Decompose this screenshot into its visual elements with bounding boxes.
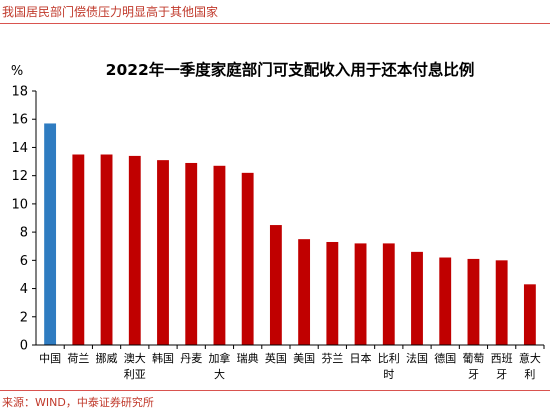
bar-1 xyxy=(44,123,57,345)
x-category-label: 瑞典 xyxy=(237,351,259,365)
bar-14 xyxy=(411,251,423,345)
y-tick-label: 6 xyxy=(20,254,28,269)
chart-title: 2022年一季度家庭部门可支配收入用于还本付息比例 xyxy=(106,60,475,79)
bar-15 xyxy=(439,257,452,345)
bar-13 xyxy=(382,243,395,345)
x-category-label: 芬兰 xyxy=(321,352,343,365)
bar-6 xyxy=(185,162,198,345)
x-category-label: 牙 xyxy=(496,368,507,381)
bar-12 xyxy=(354,243,367,345)
x-category-label: 牙 xyxy=(468,368,479,381)
header-divider xyxy=(0,23,550,24)
source-note: 来源：WIND，中泰证券研究所 xyxy=(2,396,154,409)
bar-16 xyxy=(467,258,480,345)
x-category-label: 中国 xyxy=(39,352,61,365)
bar-5 xyxy=(157,160,169,345)
x-category-label: 加拿 xyxy=(208,351,230,365)
x-category-label: 葡萄 xyxy=(462,352,484,365)
bar-11 xyxy=(326,241,339,345)
page-header: 我国居民部门偿债压力明显高于其他国家 xyxy=(2,5,219,19)
x-category-label: 利 xyxy=(524,368,535,381)
y-axis-ticks: 0 2 4 6 8 10 12 14 16 18 xyxy=(11,85,36,354)
x-category-label: 挪威 xyxy=(96,351,118,365)
y-tick-label: 14 xyxy=(11,141,28,156)
x-category-label: 德国 xyxy=(434,351,456,365)
x-category-label: 英国 xyxy=(265,351,287,365)
x-category-label: 法国 xyxy=(406,351,428,365)
x-category-label: 日本 xyxy=(350,351,372,365)
y-tick-label: 4 xyxy=(20,282,28,297)
bar-9 xyxy=(269,225,282,345)
x-category-label: 荷兰 xyxy=(67,352,89,365)
x-category-label: 利亚 xyxy=(124,368,146,381)
x-category-label: 美国 xyxy=(293,352,315,365)
bar-17 xyxy=(495,260,508,345)
bar-chart: 2022年一季度家庭部门可支配收入用于还本付息比例 % 0 2 4 6 8 10 12 14 1… xyxy=(11,60,545,381)
bars xyxy=(44,123,536,345)
footer-divider xyxy=(0,390,550,391)
y-tick-label: 10 xyxy=(11,197,28,212)
x-category-label: 韩国 xyxy=(152,351,174,365)
y-tick-label: 8 xyxy=(20,226,28,241)
y-axis-unit-label: % xyxy=(11,64,23,79)
x-category-label: 比利 xyxy=(378,352,400,365)
x-category-label: 时 xyxy=(383,368,394,381)
bar-4 xyxy=(128,155,141,345)
y-tick-label: 16 xyxy=(11,113,28,128)
y-tick-label: 0 xyxy=(20,339,28,354)
bar-3 xyxy=(100,154,113,345)
y-tick-label: 2 xyxy=(20,310,28,325)
x-category-label: 西班 xyxy=(491,352,513,365)
bar-10 xyxy=(298,239,311,345)
y-tick-label: 12 xyxy=(11,169,28,184)
y-tick-label: 18 xyxy=(11,85,28,100)
bar-2 xyxy=(72,154,85,345)
bar-7 xyxy=(213,165,226,345)
x-category-label: 意大 xyxy=(519,351,541,365)
bar-8 xyxy=(241,172,254,345)
x-category-label: 大 xyxy=(214,367,225,381)
x-category-label: 丹麦 xyxy=(180,352,202,365)
bar-18 xyxy=(523,284,536,345)
x-category-label: 澳大 xyxy=(124,351,146,365)
